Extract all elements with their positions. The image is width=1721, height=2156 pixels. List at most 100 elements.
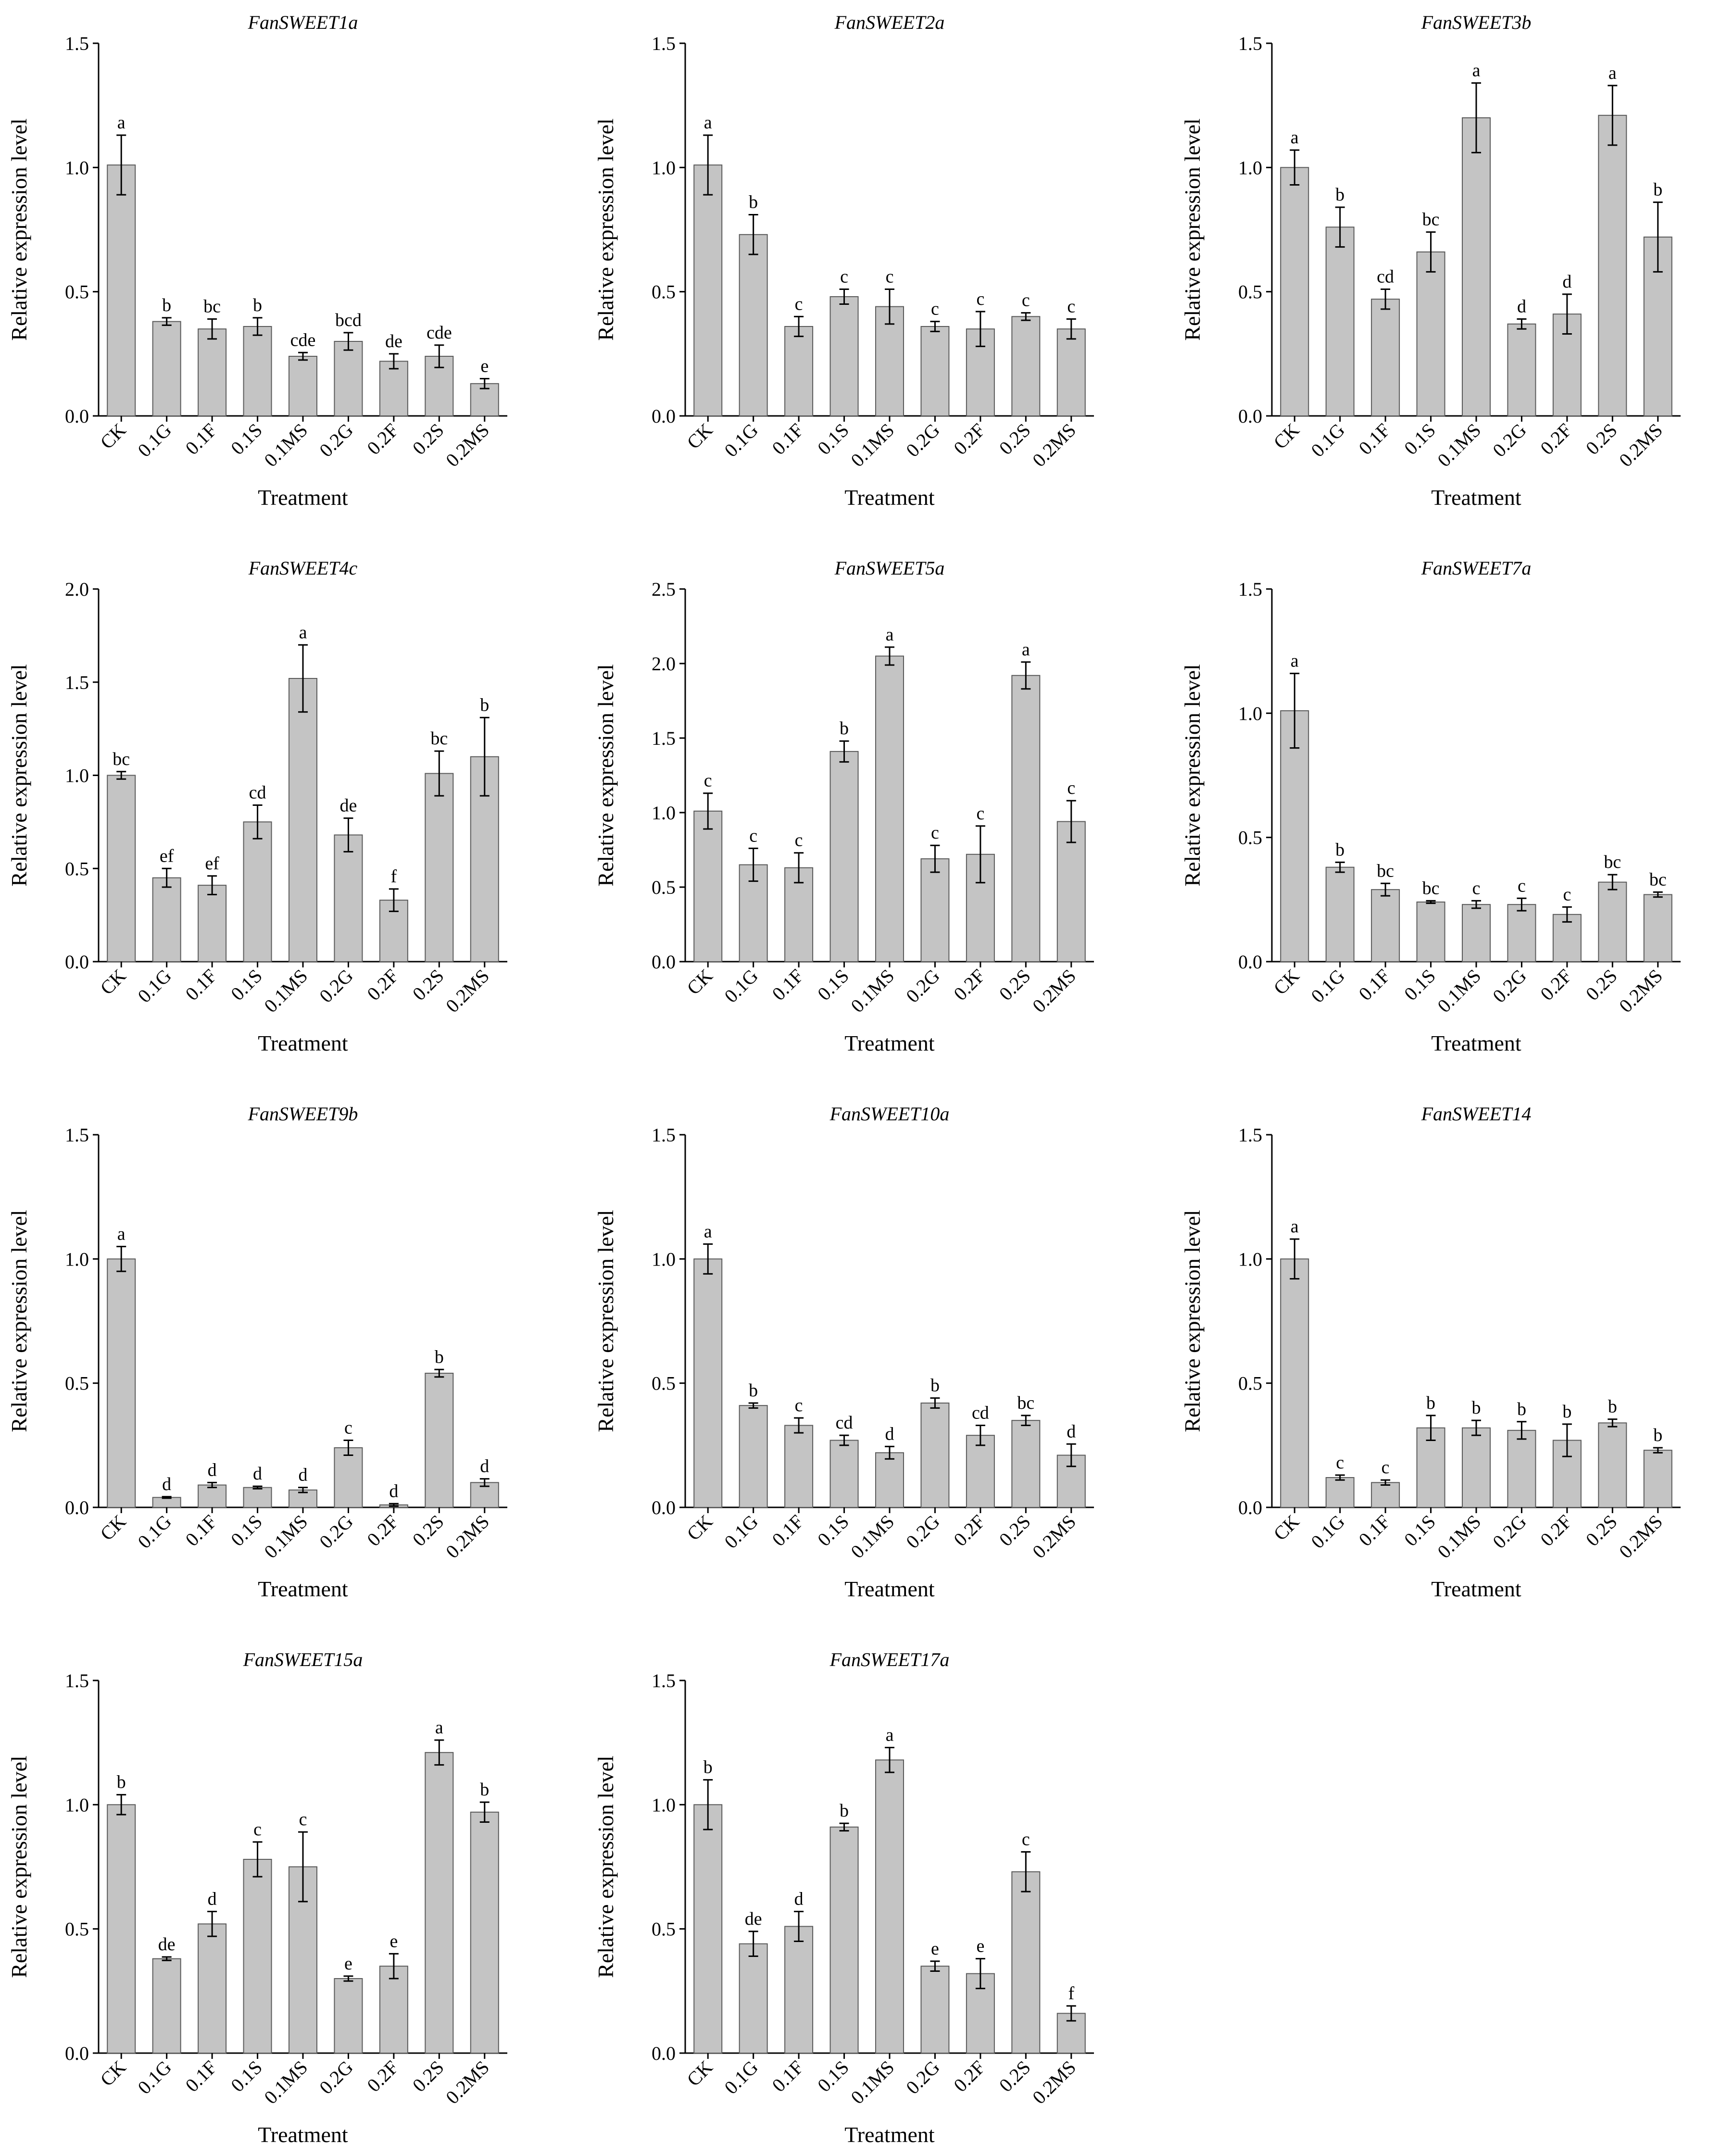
significance-label: c (795, 294, 803, 314)
significance-label: c (344, 1418, 352, 1438)
bar (920, 1403, 950, 1508)
x-tick-label: 0.2MS (1615, 1511, 1667, 1563)
bar (425, 1752, 454, 2054)
significance-label: c (1563, 884, 1571, 904)
bar (152, 321, 181, 417)
significance-label: c (976, 289, 984, 309)
x-tick-label: 0.2F (363, 2056, 402, 2096)
bar (875, 1452, 904, 1508)
significance-label: b (1472, 1398, 1481, 1418)
x-tick-label: 0.1F (768, 965, 808, 1005)
x-tick-label: 0.2S (408, 1511, 448, 1551)
x-tick-label: 0.1S (226, 1511, 266, 1551)
bar (920, 326, 950, 416)
y-tick-label: 1.0 (65, 765, 89, 787)
x-tick-label: 0.1S (226, 419, 266, 459)
significance-label: b (749, 192, 758, 213)
y-tick-label: 0.0 (652, 2043, 676, 2064)
bar (693, 1258, 723, 1508)
x-tick-label: 0.1F (1355, 1511, 1394, 1551)
x-tick-label: 0.2F (363, 419, 402, 459)
significance-label: c (840, 267, 848, 287)
chart-panel: FanSWEET2a 0.0 0.5 1.0 1.5 Relative expressio… (593, 12, 1094, 510)
significance-label: bc (1649, 869, 1667, 890)
x-tick-label: 0.1F (768, 2056, 808, 2096)
y-tick-label: 1.5 (65, 33, 89, 54)
x-tick-label: 0.1MS (846, 2056, 898, 2108)
y-tick-label: 1.0 (65, 157, 89, 178)
y-axis-label: Relative expression level (593, 664, 618, 886)
y-axis-label: Relative expression level (7, 118, 31, 340)
bar (1011, 316, 1041, 416)
x-tick-label: 0.1MS (846, 1511, 898, 1563)
x-tick-label: 0.1S (813, 1511, 853, 1551)
bar (1507, 323, 1536, 416)
y-axis-label: Relative expression level (7, 1755, 31, 1978)
significance-label: a (1472, 61, 1481, 81)
significance-label: bc (1377, 861, 1394, 881)
chart-title: FanSWEET7a (1421, 557, 1532, 579)
x-tick-label: 0.1F (1355, 419, 1394, 459)
significance-label: a (704, 1221, 712, 1241)
bar (1507, 1429, 1536, 1508)
x-tick-label: 0.1F (1355, 965, 1394, 1005)
bar (784, 1425, 814, 1508)
bar (1507, 904, 1536, 962)
x-tick-label: 0.1MS (846, 419, 898, 471)
y-tick-label: 0.0 (65, 951, 89, 973)
significance-label: e (976, 1936, 984, 1956)
y-tick-label: 0.0 (65, 405, 89, 427)
y-axis-label: Relative expression level (1180, 1210, 1205, 1432)
x-tick-label: 0.2G (315, 2056, 357, 2099)
bar (243, 326, 272, 416)
x-tick-label: 0.1F (181, 1511, 221, 1551)
x-tick-label: 0.2MS (1028, 965, 1080, 1017)
bar (198, 328, 227, 417)
bar (1552, 1440, 1582, 1508)
significance-label: d (253, 1464, 262, 1484)
significance-label: de (385, 331, 402, 351)
bar (784, 867, 814, 962)
x-tick-label: 0.1S (1400, 965, 1440, 1005)
y-tick-label: 1.0 (652, 802, 676, 824)
significance-label: b (1608, 1397, 1617, 1417)
bar (107, 775, 136, 962)
significance-label: d (162, 1474, 171, 1494)
significance-label: a (117, 1224, 126, 1244)
x-tick-label: 0.1MS (1433, 1511, 1485, 1563)
bar (1598, 881, 1627, 962)
bar (1011, 1871, 1041, 2054)
x-tick-label: 0.1G (720, 419, 762, 462)
significance-label: b (480, 1780, 489, 1800)
x-tick-label: 0.1G (720, 2056, 762, 2099)
significance-label: bc (1422, 210, 1440, 230)
bar (152, 1497, 181, 1508)
significance-label: a (1291, 127, 1299, 148)
y-tick-label: 1.5 (652, 1670, 676, 1692)
x-tick-label: 0.1F (768, 1511, 808, 1551)
y-tick-label: 0.0 (65, 1497, 89, 1518)
significance-label: a (1291, 1216, 1299, 1237)
y-tick-label: 0.0 (652, 1497, 676, 1518)
bar (379, 1966, 408, 2054)
x-tick-label: 0.2S (995, 1511, 1035, 1551)
x-tick-label: 0.1G (133, 419, 176, 462)
x-tick-label: 0.2G (315, 965, 357, 1007)
x-tick-label: 0.2F (363, 965, 402, 1005)
bar (334, 341, 363, 416)
bar (334, 1447, 363, 1508)
significance-label: d (208, 1889, 217, 1909)
x-tick-label: 0.2MS (441, 1511, 493, 1563)
significance-label: bc (1017, 1393, 1034, 1413)
bar (739, 1405, 768, 1508)
x-tick-label: 0.2S (408, 965, 448, 1005)
significance-label: b (840, 1801, 849, 1821)
significance-label: b (1653, 180, 1662, 200)
chart-title: FanSWEET1a (248, 12, 358, 33)
chart-title: FanSWEET4c (248, 557, 358, 579)
bar (966, 1435, 995, 1508)
x-tick-label: 0.1G (1306, 419, 1349, 462)
y-tick-label: 0.5 (65, 1918, 89, 1940)
x-tick-label: 0.2G (315, 419, 357, 462)
